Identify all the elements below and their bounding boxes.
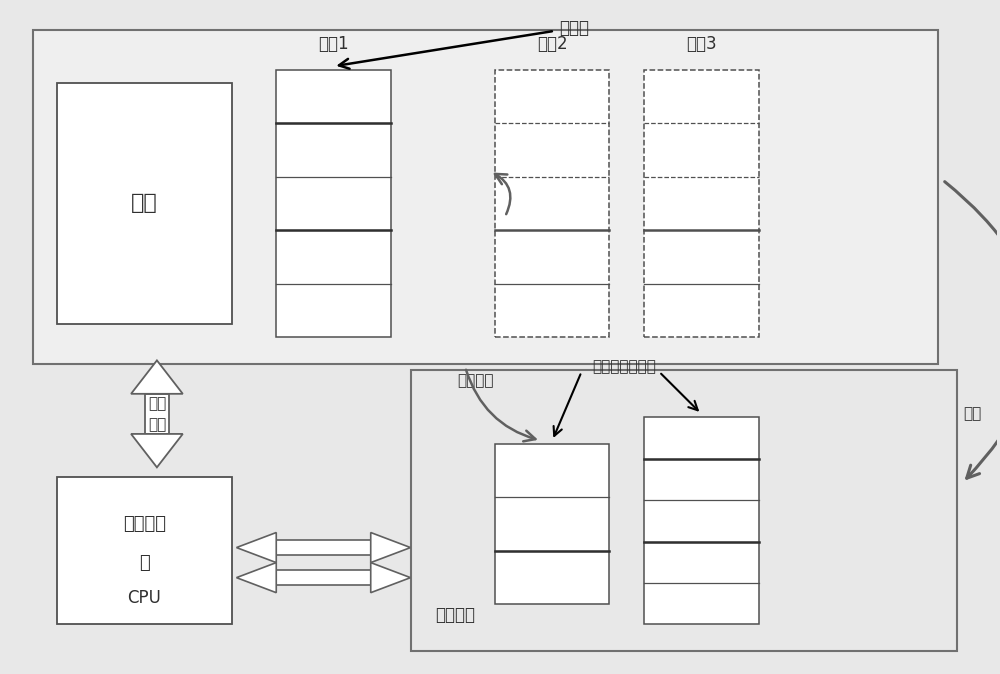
Text: 存储装置: 存储装置 [435, 607, 475, 624]
FancyArrowPatch shape [495, 174, 510, 214]
Bar [495, 444, 609, 605]
Text: 主控芯片: 主控芯片 [123, 516, 166, 533]
Text: 或: 或 [139, 553, 150, 572]
Text: 进程3: 进程3 [686, 35, 717, 53]
Polygon shape [236, 563, 276, 592]
Bar [145, 394, 169, 434]
Text: 进程2: 进程2 [537, 35, 568, 53]
Bar [57, 83, 232, 324]
Polygon shape [131, 434, 183, 467]
Bar [33, 30, 938, 364]
Polygon shape [371, 563, 411, 592]
Text: 内核: 内核 [131, 193, 158, 213]
Text: CPU: CPU [128, 589, 161, 607]
Bar [276, 570, 371, 585]
Bar [411, 371, 957, 651]
Text: 进程1: 进程1 [318, 35, 349, 53]
Bar [276, 540, 371, 555]
Polygon shape [371, 532, 411, 563]
Bar [495, 69, 609, 337]
Text: 按需分页: 按需分页 [457, 373, 493, 388]
FancyArrowPatch shape [466, 370, 535, 441]
Bar [276, 69, 391, 337]
Bar [644, 417, 759, 624]
Text: 换出: 换出 [963, 406, 981, 421]
FancyArrowPatch shape [945, 182, 1000, 479]
Bar [57, 477, 232, 624]
Polygon shape [236, 532, 276, 563]
Text: 内存
接口: 内存 接口 [148, 396, 166, 432]
Polygon shape [131, 361, 183, 394]
Bar [644, 69, 759, 337]
Text: 内存页: 内存页 [560, 20, 590, 38]
Text: 被换出的内存页: 被换出的内存页 [592, 360, 656, 375]
